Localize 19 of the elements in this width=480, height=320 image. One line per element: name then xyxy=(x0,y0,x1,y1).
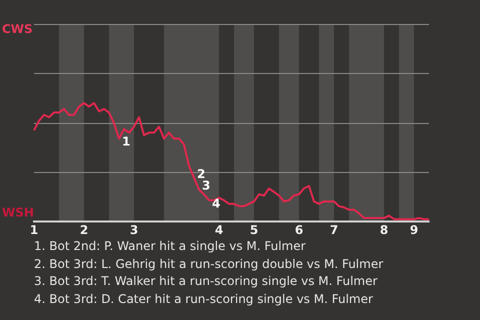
x-tick-label: 9 xyxy=(410,222,418,237)
x-tick-label: 1 xyxy=(30,222,38,237)
x-tick-label: 8 xyxy=(380,222,388,237)
text: CWS xyxy=(2,22,33,36)
annotation: 1 xyxy=(122,134,130,149)
annotation: 2 xyxy=(197,166,206,181)
x-tick-label: 5 xyxy=(250,222,258,237)
text: 2. Bot 3rd: L. Gehrig hit a run-scoring double vs M. Fulmer xyxy=(34,256,384,272)
x-tick-label: 7 xyxy=(330,222,338,237)
annotation: 4 xyxy=(212,196,220,210)
x-tick-label: 3 xyxy=(130,222,138,237)
x-tick-label: 4 xyxy=(214,222,224,237)
text: 3. Bot 3rd: T. Walker hit a run-scoring single vs M. Fulmer xyxy=(34,273,378,290)
text: WSH xyxy=(2,206,34,220)
x-tick-label: 2 xyxy=(80,222,88,237)
annotation: 3 xyxy=(202,178,210,193)
text: 4. Bot 3rd: D. Cater hit a run-scoring single vs M. Fulmer xyxy=(34,290,374,308)
x-tick-label: 6 xyxy=(294,222,304,237)
text: 1. Bot 2nd: P. Waner hit a single vs M. Fulmer xyxy=(34,238,307,255)
